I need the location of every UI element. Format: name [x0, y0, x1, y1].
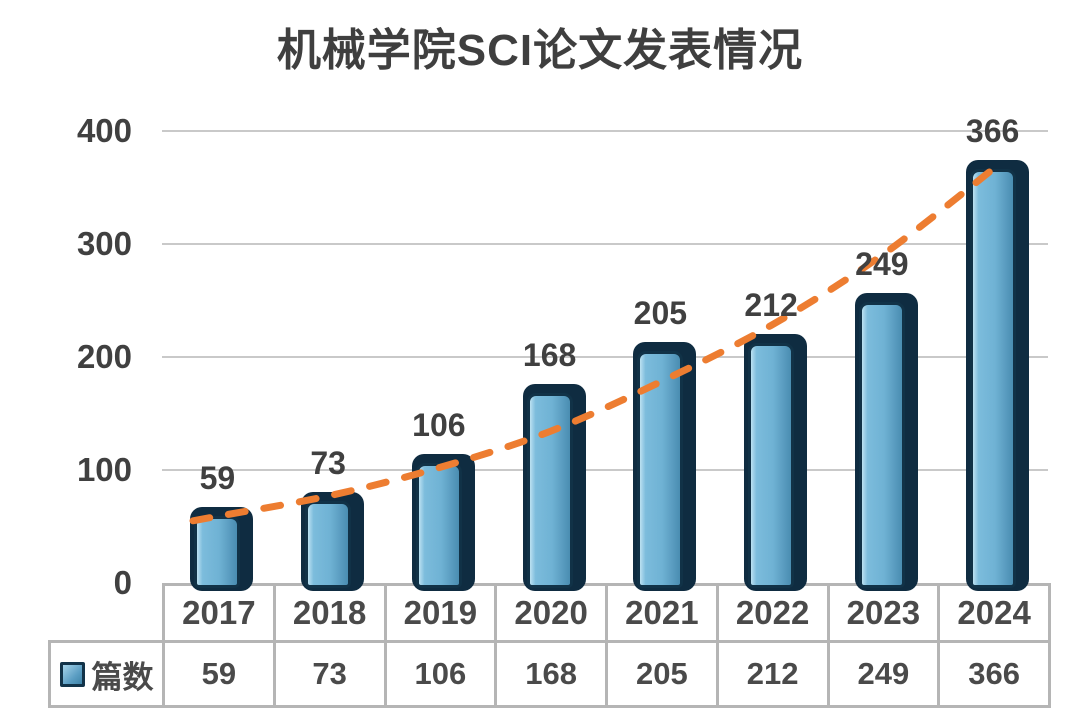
data-table: 2017 2018 2019 2020 2021 2022 2023 2024 …	[48, 583, 1051, 708]
chart-title: 机械学院SCI论文发表情况	[276, 26, 804, 75]
bar-2020	[522, 384, 586, 591]
y-axis-tick-label: 200	[76, 338, 132, 375]
bar-value-label: 212	[744, 287, 798, 324]
bar-2018	[301, 491, 365, 591]
bar-value-label: 249	[855, 245, 909, 282]
bar-face	[969, 169, 1016, 588]
year-cell: 2021	[605, 583, 719, 643]
value-cell: 366	[937, 640, 1051, 708]
bar-face	[305, 500, 352, 588]
value-cell: 59	[162, 640, 276, 708]
year-cell: 2024	[937, 583, 1051, 643]
bar-2022	[744, 334, 808, 591]
legend-series-marker-icon	[59, 661, 85, 687]
bar-face	[858, 301, 905, 588]
gridline-400	[162, 130, 1048, 132]
bar-2024	[965, 160, 1029, 591]
year-cell: 2020	[494, 583, 608, 643]
y-axis-tick-label: 100	[76, 451, 132, 488]
bar-face	[637, 351, 684, 588]
bar-face	[748, 343, 795, 588]
year-cell: 2022	[715, 583, 830, 643]
value-cell: 205	[605, 640, 719, 708]
bar-value-label: 73	[310, 444, 346, 481]
value-cell: 73	[272, 640, 387, 708]
bar-value-label: 106	[412, 407, 466, 444]
y-axis-tick-label: 400	[76, 112, 132, 149]
bar-face	[194, 516, 241, 588]
table-corner-spacer	[50, 585, 164, 642]
legend-cell: 篇数	[48, 640, 165, 708]
legend-series-label: 篇数	[91, 659, 154, 695]
bar-face	[526, 393, 573, 588]
bar-2023	[854, 292, 918, 591]
value-cell: 212	[715, 640, 830, 708]
bar-face	[415, 463, 462, 588]
bar-2021	[633, 342, 697, 591]
table-value-row: 篇数 59 73 106 168 205 212 249 366	[48, 640, 1051, 708]
y-axis-tick-label: 300	[76, 225, 132, 262]
bar-value-label: 366	[965, 113, 1020, 150]
value-cell: 168	[494, 640, 608, 708]
value-cell: 106	[383, 640, 498, 708]
bar-2017	[190, 507, 254, 591]
value-cell: 249	[826, 640, 941, 708]
bar-value-label: 168	[522, 337, 577, 374]
year-cell: 2018	[272, 583, 387, 643]
year-cell: 2023	[826, 583, 941, 643]
year-cell: 2019	[383, 583, 498, 643]
y-axis-tick-label: 0	[113, 564, 132, 601]
table-year-row: 2017 2018 2019 2020 2021 2022 2023 2024	[50, 583, 1051, 643]
bar-2019	[411, 454, 475, 591]
year-cell: 2017	[162, 583, 276, 643]
